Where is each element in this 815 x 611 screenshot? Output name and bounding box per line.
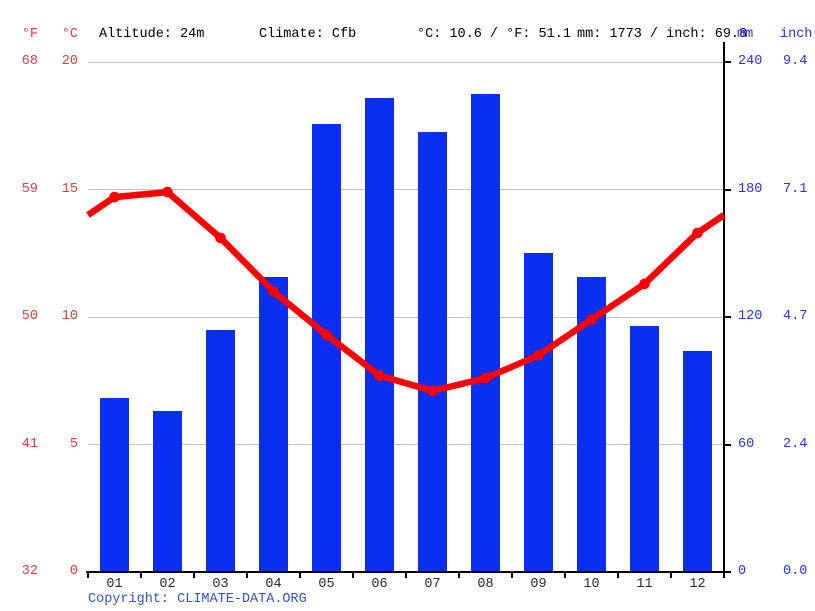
gridline xyxy=(88,316,724,318)
x-axis-tick xyxy=(193,573,195,578)
precip-bar-08 xyxy=(471,93,500,572)
x-axis-tick xyxy=(458,573,460,578)
precip-bar-01 xyxy=(100,397,129,572)
celsius-axis-title: °C xyxy=(61,27,78,42)
gridline xyxy=(88,61,724,63)
inch-axis-title: inch xyxy=(780,27,813,42)
inch-tick-label: 9.4 xyxy=(783,54,808,69)
temperature-point-11 xyxy=(639,278,650,290)
f-tick-label: 32 xyxy=(21,564,38,579)
altitude-label: Altitude: 24m xyxy=(99,27,205,42)
right-axis-tick xyxy=(724,188,731,191)
month-label-10: 10 xyxy=(583,577,600,592)
x-axis-tick xyxy=(299,573,301,578)
precip-bar-02 xyxy=(153,410,182,572)
annual-precipitation-label: mm: 1773 / inch: 69.8 xyxy=(577,27,748,42)
c-tick-label: 20 xyxy=(61,54,78,69)
month-label-07: 07 xyxy=(424,577,441,592)
c-tick-label: 10 xyxy=(61,309,78,324)
month-label-03: 03 xyxy=(212,577,229,592)
precip-bar-03 xyxy=(206,329,235,572)
fahrenheit-axis-title: °F xyxy=(21,27,38,42)
month-label-02: 02 xyxy=(159,577,176,592)
precip-bar-07 xyxy=(418,132,447,572)
month-label-01: 01 xyxy=(106,577,123,592)
f-tick-label: 59 xyxy=(21,181,38,197)
f-tick-label: 41 xyxy=(21,436,38,452)
precip-bar-09 xyxy=(524,253,553,572)
x-axis-tick xyxy=(140,573,142,578)
mean-temperature-label: °C: 10.6 / °F: 51.1 xyxy=(417,27,571,42)
mm-tick-label: 0 xyxy=(738,564,747,579)
c-tick-label: 5 xyxy=(69,436,78,452)
copyright-link[interactable]: Copyright: CLIMATE-DATA.ORG xyxy=(88,592,307,607)
month-label-06: 06 xyxy=(371,577,388,592)
x-axis-tick xyxy=(405,573,407,578)
month-label-04: 04 xyxy=(265,577,282,592)
f-tick-label: 68 xyxy=(21,54,38,69)
inch-tick-label: 7.1 xyxy=(783,181,808,197)
precip-bar-10 xyxy=(577,276,606,572)
x-axis-tick xyxy=(511,573,513,578)
month-label-08: 08 xyxy=(477,577,494,592)
c-tick-label: 0 xyxy=(69,564,78,579)
x-axis-tick xyxy=(670,573,672,578)
x-axis-tick xyxy=(352,573,354,578)
x-axis-tick xyxy=(246,573,248,578)
x-axis-line xyxy=(86,571,726,573)
mm-tick-label: 120 xyxy=(738,309,763,324)
temperature-path xyxy=(86,188,726,395)
x-axis-tick xyxy=(617,573,619,578)
month-label-05: 05 xyxy=(318,577,335,592)
right-axis-tick xyxy=(724,316,731,318)
right-axis-tick xyxy=(724,571,731,573)
f-tick-label: 50 xyxy=(21,309,38,324)
temperature-point-12 xyxy=(692,227,703,239)
c-tick-label: 15 xyxy=(61,181,78,197)
precip-bar-12 xyxy=(683,351,712,572)
x-axis-tick xyxy=(87,573,89,578)
mm-axis-title: mm xyxy=(737,27,754,42)
x-axis-tick xyxy=(723,573,725,578)
month-label-12: 12 xyxy=(689,577,706,592)
mm-tick-label: 60 xyxy=(738,436,755,452)
gridline xyxy=(88,444,724,445)
mm-tick-label: 240 xyxy=(738,54,763,69)
right-axis-tick xyxy=(724,443,731,446)
precip-bar-06 xyxy=(365,98,394,572)
precip-bar-04 xyxy=(259,276,288,572)
month-label-11: 11 xyxy=(636,577,653,592)
x-axis-tick xyxy=(564,573,566,578)
mm-tick-label: 180 xyxy=(738,181,763,197)
inch-tick-label: 4.7 xyxy=(783,309,808,324)
temperature-point-03 xyxy=(215,232,226,244)
temperature-point-01 xyxy=(109,191,120,203)
gridline xyxy=(88,189,724,190)
inch-tick-label: 0.0 xyxy=(783,564,808,579)
precip-bar-11 xyxy=(630,325,659,572)
inch-tick-label: 2.4 xyxy=(783,436,808,452)
right-axis-tick xyxy=(724,61,731,63)
month-label-09: 09 xyxy=(530,577,547,592)
right-y-axis-line xyxy=(723,42,725,573)
climate-classification-label: Climate: Cfb xyxy=(259,27,357,42)
precip-bar-05 xyxy=(312,123,341,572)
